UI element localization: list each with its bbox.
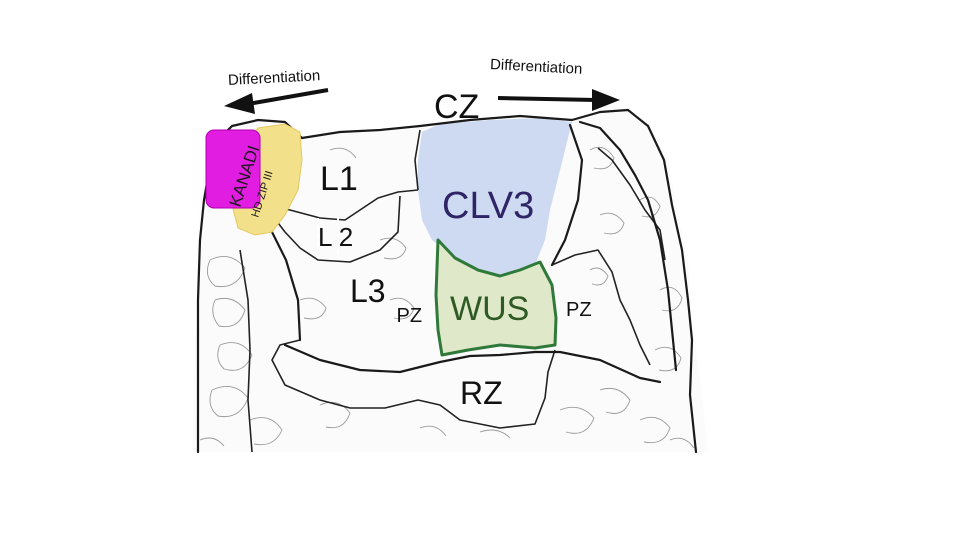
right-differentiation-label: Differentiation bbox=[490, 56, 583, 78]
kanadi-domain bbox=[205, 129, 261, 209]
l3-subscript: PZ bbox=[396, 305, 422, 327]
right-differentiation-arrow bbox=[497, 89, 620, 111]
l3-main: L3 bbox=[350, 273, 386, 309]
wus-label: WUS bbox=[450, 290, 529, 328]
left-differentiation-label: Differentiation bbox=[228, 67, 321, 89]
l1-label: L1 bbox=[320, 160, 358, 198]
clv3-label: CLV3 bbox=[442, 185, 534, 227]
marker-genes bbox=[205, 123, 303, 236]
clv3-domain bbox=[418, 118, 572, 275]
l2-label: L 2 bbox=[318, 222, 353, 252]
pz-label: PZ bbox=[566, 299, 592, 321]
rz-label: RZ bbox=[460, 375, 503, 411]
wus-domain bbox=[434, 238, 558, 357]
l3-label: L3 PZ bbox=[350, 273, 422, 327]
left-differentiation-arrow bbox=[224, 88, 329, 114]
cz-label: CZ bbox=[434, 88, 479, 126]
